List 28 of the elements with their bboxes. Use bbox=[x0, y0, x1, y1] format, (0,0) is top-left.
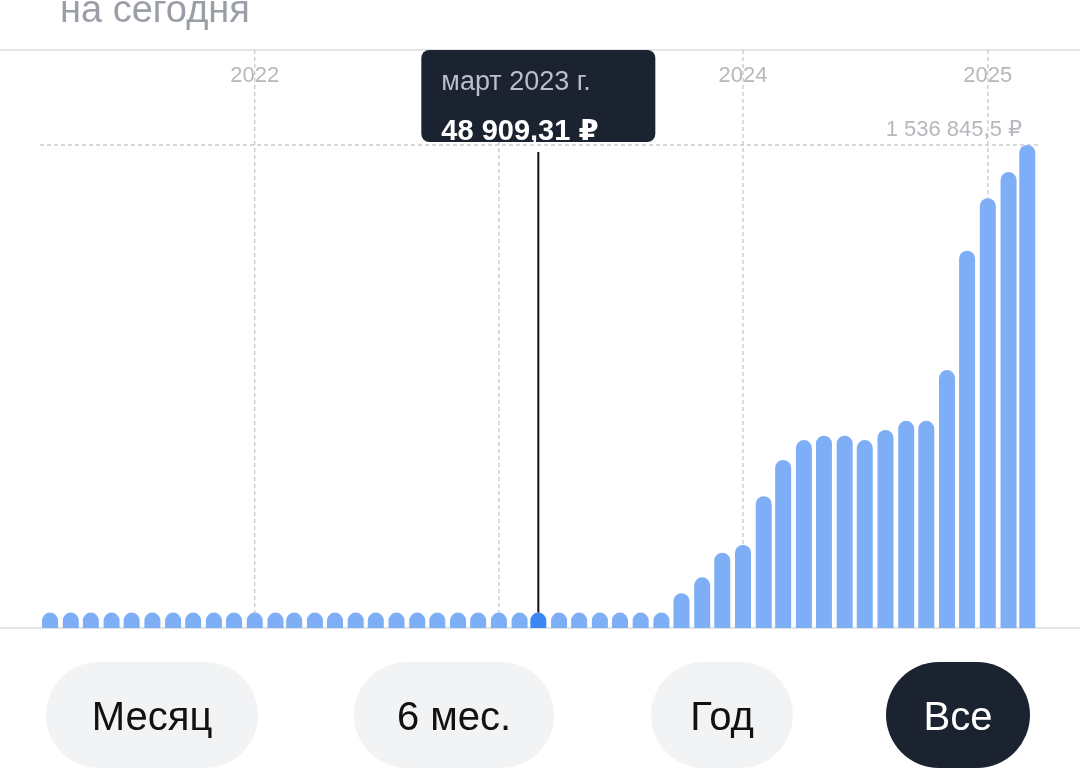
bar bbox=[1019, 145, 1036, 628]
bar bbox=[694, 577, 711, 628]
bar bbox=[815, 435, 832, 628]
chart-title: на сегодня bbox=[60, 0, 250, 30]
bar bbox=[714, 552, 731, 628]
annotation: март 2023 г. 48 909,31 ₽ bbox=[441, 66, 599, 146]
ref-line-label: 1 536 845,5 ₽ bbox=[885, 116, 1022, 141]
bar bbox=[959, 250, 976, 628]
bar bbox=[939, 370, 956, 628]
bar bbox=[877, 429, 894, 628]
bar bbox=[836, 435, 853, 628]
filter-button: 6 мес. bbox=[354, 662, 554, 768]
bar bbox=[979, 198, 996, 628]
bar bbox=[755, 496, 772, 628]
bar bbox=[775, 459, 792, 628]
bar bbox=[898, 420, 915, 628]
bar bbox=[795, 440, 812, 628]
x-tick-label: 2022 bbox=[230, 62, 280, 87]
x-tick-label: 2025 bbox=[963, 62, 1013, 87]
filter-button: Год bbox=[651, 662, 793, 768]
filter-button: Месяц bbox=[46, 662, 258, 768]
bar bbox=[856, 440, 873, 628]
bar bbox=[918, 420, 935, 628]
filter-button: Все bbox=[886, 662, 1030, 768]
x-tick-label: 2024 bbox=[718, 62, 768, 87]
bar bbox=[735, 544, 752, 628]
bar bbox=[1000, 172, 1017, 628]
bar bbox=[673, 593, 690, 628]
